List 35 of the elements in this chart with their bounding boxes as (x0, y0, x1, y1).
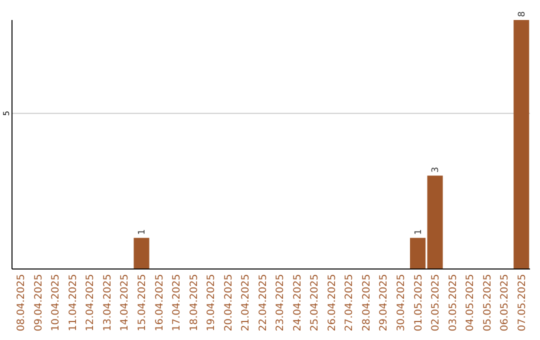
x-tick-label: 20.04.2025 (223, 274, 234, 332)
data-label: 8 (517, 11, 528, 17)
x-tick-label: 19.04.2025 (206, 274, 218, 332)
x-tick-label: 13.04.2025 (102, 274, 114, 332)
x-tick-label: 14.04.2025 (120, 274, 131, 332)
x-tick-label: 28.04.2025 (361, 274, 372, 332)
x-tick-label: 06.05.2025 (500, 274, 511, 332)
y-tick-label: 5 (2, 110, 11, 116)
x-tick-label: 02.05.2025 (430, 274, 442, 332)
data-label: 1 (414, 229, 424, 235)
x-tick-label: 25.04.2025 (310, 274, 321, 332)
x-tick-label: 30.04.2025 (396, 274, 407, 332)
x-tick-label: 15.04.2025 (137, 274, 148, 332)
x-tick-label: 09.04.2025 (33, 274, 44, 332)
x-tick-label: 12.04.2025 (85, 274, 96, 332)
x-tick-label: 22.04.2025 (258, 274, 269, 332)
x-tick-label: 07.05.2025 (516, 274, 528, 332)
x-tick-label: 26.04.2025 (326, 274, 338, 332)
x-tick-label: 03.05.2025 (448, 274, 459, 332)
x-tick-label: 24.04.2025 (292, 274, 304, 332)
x-tick-label: 11.04.2025 (68, 274, 79, 332)
x-tick-label: 08.04.2025 (16, 274, 28, 332)
x-tick-label: 05.05.2025 (482, 274, 494, 332)
x-tick-label: 21.04.2025 (240, 274, 252, 332)
data-label: 1 (138, 229, 148, 235)
x-tick-label: 27.04.2025 (344, 274, 356, 332)
x-tick-label: 04.05.2025 (465, 274, 476, 332)
x-tick-label: 01.05.2025 (413, 274, 424, 332)
x-tick-label: 29.04.2025 (378, 274, 390, 332)
x-tick-label: 16.04.2025 (154, 274, 166, 332)
data-label: 3 (431, 166, 442, 173)
x-tick-label: 10.04.2025 (50, 274, 62, 332)
x-tick-label: 17.04.2025 (172, 274, 183, 332)
x-tick-label: 18.04.2025 (188, 274, 200, 332)
x-tick-label: 23.04.2025 (275, 274, 286, 332)
